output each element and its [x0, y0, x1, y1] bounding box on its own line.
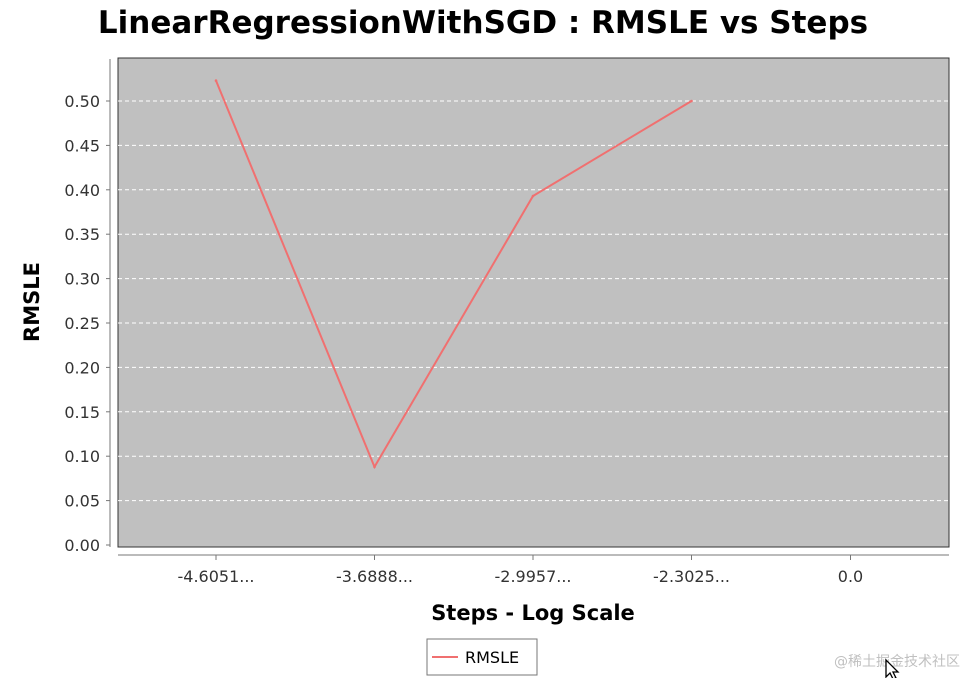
data-point [214, 79, 218, 82]
y-tick-label: 0.20 [64, 358, 100, 377]
x-tick-label: -4.6051... [177, 567, 254, 586]
y-tick-label: 0.10 [64, 447, 100, 466]
series-line-rmsle [215, 80, 693, 470]
y-axis-title: RMSLE [20, 262, 44, 342]
x-tick-label: -3.6888... [336, 567, 413, 586]
data-point [373, 465, 376, 469]
x-tick-label: 0.0 [838, 567, 863, 586]
data-point [690, 99, 693, 103]
y-tick-label: 0.25 [64, 314, 100, 333]
plot-area [117, 57, 950, 548]
x-axis: -4.6051... -3.6888... -2.9957... -2.3025...… [118, 554, 949, 586]
mouse-cursor-icon [885, 658, 900, 678]
y-tick-label: 0.35 [64, 225, 100, 244]
legend-label: RMSLE [465, 648, 519, 667]
legend: RMSLE [426, 638, 538, 676]
grid-lines [118, 100, 949, 502]
y-tick-label: 0.40 [64, 181, 100, 200]
series-layer [214, 79, 693, 470]
x-axis-title: Steps - Log Scale [431, 601, 635, 625]
y-tick-label: 0.50 [64, 92, 100, 111]
data-point [531, 194, 535, 198]
y-tick-label: 0.05 [64, 492, 100, 511]
chart-title: LinearRegressionWithSGD : RMSLE vs Steps [98, 5, 868, 41]
y-tick-label: 0.30 [64, 270, 100, 289]
y-tick-label: 0.45 [64, 136, 100, 155]
y-tick-label: 0.00 [64, 536, 100, 555]
y-axis: 0.00 0.05 0.10 0.15 0.20 0.25 0.30 0.35 0.40 0.45… [64, 59, 111, 555]
y-tick-label: 0.15 [64, 403, 100, 422]
x-tick-label: -2.9957... [494, 567, 571, 586]
x-tick-label: -2.3025... [653, 567, 730, 586]
watermark: @稀土掘金技术社区 [834, 654, 960, 670]
